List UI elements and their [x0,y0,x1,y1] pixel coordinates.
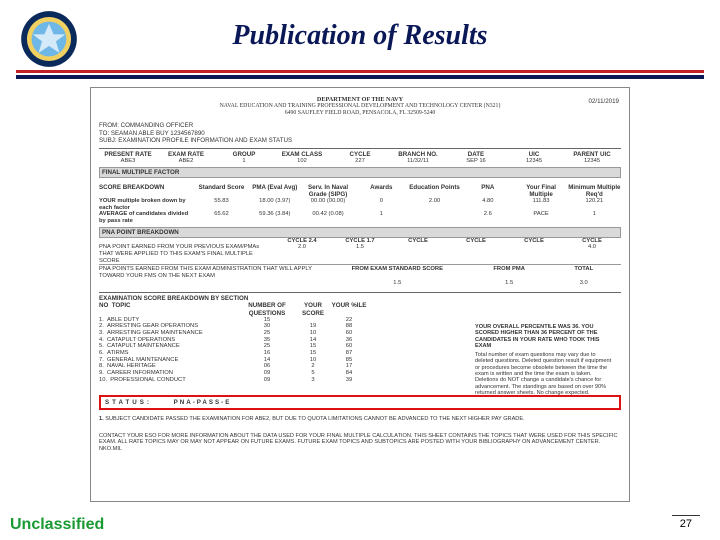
pna-row1: PNA POINT EARNED FROM YOUR PREVIOUS EXAM… [99,244,621,264]
profile-sheet-document: 02/11/2019 DEPARTMENT OF THE NAVY NAVAL … [90,87,630,502]
fmf-section: FINAL MULTIPLE FACTOR [99,167,621,178]
percentile-note: YOUR OVERALL PERCENTILE WAS 36. YOU SCOR… [475,324,615,397]
header-values: ABE3ABE2 1102 22711/32/11 SEP 1612345 12… [99,158,621,165]
fmf-cols: SCORE BREAKDOWN Standard ScorePMA (Eval … [99,182,621,198]
avg-row: AVERAGE of candidates divided by pass ra… [99,211,621,224]
navy-seal-icon [20,10,78,68]
address-line: 6490 SAUFLEY FIELD ROAD, PENSACOLA, FL 3… [99,110,621,117]
pna-cols: CYCLE 2.4CYCLE 1.7 CYCLECYCLE CYCLECYCLE [99,238,621,245]
remark-1: 1. SUBJECT CANDIDATE PASSED THE EXAMINAT… [99,416,621,422]
your-row: YOUR multiple broken down by each factor… [99,198,621,211]
subj-line: SUBJ: EXAMINATION PROFILE INFORMATION AN… [99,137,621,144]
divider [16,70,704,79]
pna-section: PNA POINT BREAKDOWN [99,227,621,238]
exam-section-title: EXAMINATION SCORE BREAKDOWN BY SECTION [99,292,621,302]
status-box: STATUS: PNA-PASS-E [99,395,621,410]
slide-title: Publication of Results [0,0,720,52]
exam-row: 1. ABLE DUTY1522 [99,317,621,324]
to-line: TO: SEAMAN ABLE BUY 1234567890 [99,130,205,137]
doc-date: 02/11/2019 [588,98,619,105]
classification-label: Unclassified [10,516,104,534]
pna-row2-vals: 1.5 1.5 3.0 [99,280,621,287]
header-columns: PRESENT RATEEXAM RATE GROUPEXAM CLASS CY… [99,148,621,158]
pna-row2: PNA POINTS EARNED FROM THIS EXAM ADMINIS… [99,264,621,279]
page-number: 27 [672,515,700,532]
exam-cols: NO TOPIC NUMBER OF QUESTIONS YOUR SCORE … [99,302,621,316]
from-line: FROM: COMMANDING OFFICER [99,122,621,129]
org-line: NAVAL EDUCATION AND TRAINING PROFESSIONA… [99,103,621,110]
footer-note: CONTACT YOUR ESO FOR MORE INFORMATION AB… [99,433,621,452]
